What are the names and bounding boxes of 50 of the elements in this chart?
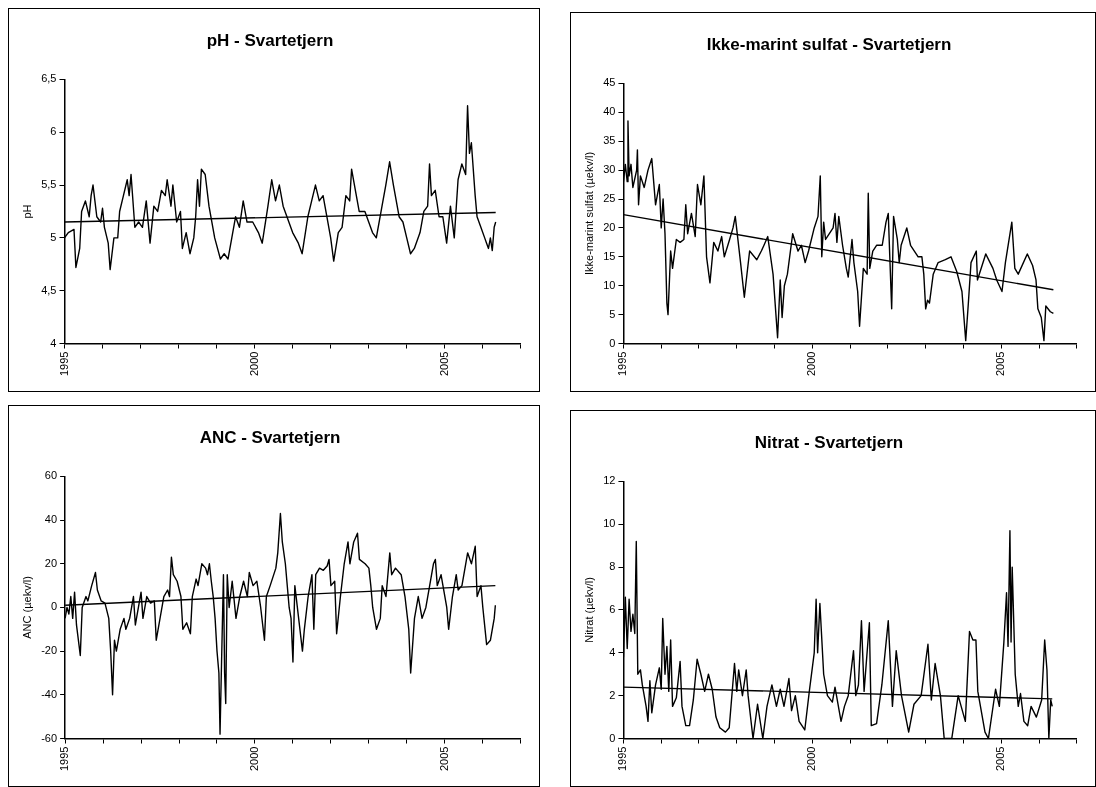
y-axis-title: Nitrat (µekv/l) [582, 577, 595, 643]
y-tick-label: 4,5 [41, 283, 57, 296]
y-tick-label: -60 [41, 731, 58, 744]
y-axis-title: Ikke-marint sulfat (µekv/l) [582, 151, 595, 276]
x-tick-label: 1995 [57, 351, 70, 377]
chart-title: pH - Svartetjern [206, 30, 334, 50]
y-tick-label: -20 [41, 644, 58, 657]
x-tick-label: 2000 [805, 351, 818, 377]
x-tick-label: 1995 [616, 746, 629, 772]
y-tick-label: 35 [603, 134, 616, 147]
y-tick-label: 40 [44, 513, 58, 526]
y-tick-label: 20 [603, 220, 616, 233]
y-tick-label: 6,5 [41, 72, 57, 85]
y-tick-label: 5 [609, 307, 616, 320]
y-tick-label: 30 [603, 163, 616, 176]
y-tick-label: 4 [609, 645, 616, 658]
y-tick-label: 2 [609, 688, 616, 701]
y-tick-label: 20 [44, 556, 58, 569]
x-tick-label: 2000 [248, 746, 261, 772]
x-tick-label: 2005 [994, 746, 1007, 772]
y-tick-label: 6 [609, 603, 616, 615]
x-tick-label: 2000 [247, 351, 260, 377]
x-tick-label: 2005 [994, 351, 1007, 377]
y-tick-label: 4 [50, 336, 57, 349]
chart-title: Ikke-marint sulfat - Svartetjern [706, 34, 952, 54]
chart-title: Nitrat - Svartetjern [754, 432, 904, 452]
y-tick-label: 0 [609, 336, 616, 349]
y-tick-label: 5,5 [41, 178, 57, 191]
x-tick-label: 2005 [437, 746, 450, 772]
chart-title: ANC - Svartetjern [199, 427, 341, 447]
y-tick-label: 6 [50, 125, 57, 138]
x-tick-label: 1995 [616, 351, 629, 377]
y-tick-label: 10 [603, 278, 616, 291]
y-tick-label: 45 [603, 76, 616, 89]
y-tick-label: 0 [50, 600, 58, 613]
y-tick-label: 8 [609, 560, 616, 573]
y-tick-label: 5 [50, 230, 57, 243]
y-tick-label: 60 [44, 469, 58, 482]
x-tick-label: 1995 [58, 746, 71, 772]
y-tick-label: 40 [603, 105, 616, 118]
y-axis-title: ANC (µekv/l) [20, 576, 33, 639]
y-tick-label: 12 [603, 474, 616, 487]
y-tick-label: -40 [41, 687, 58, 700]
x-tick-label: 2005 [437, 351, 450, 377]
y-tick-label: 15 [603, 249, 616, 262]
y-axis-title: pH [20, 204, 33, 219]
y-tick-label: 10 [603, 517, 616, 530]
x-tick-label: 2000 [805, 746, 818, 772]
y-tick-label: 0 [609, 731, 616, 744]
y-tick-label: 25 [603, 192, 616, 205]
